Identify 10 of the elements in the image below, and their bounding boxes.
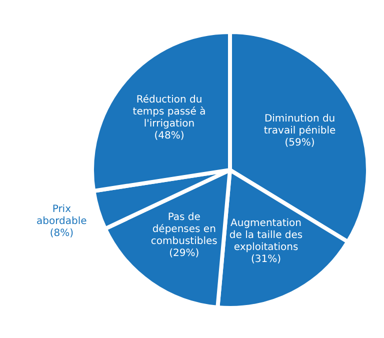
data-label: (31%) [251,254,282,266]
slice-label: Pas de dépenses en combustibles [150,212,218,248]
slice-label: Diminution du travail pénible [264,113,336,136]
slice-label: Réduction du temps passé à l'irrigation [132,94,206,130]
slice-label: Augmentation de la taille des exploitations [229,218,303,254]
data-label: (59%) [284,137,315,148]
slice-label: Prix abordable [36,204,87,227]
data-label: (8%) [50,228,74,239]
data-label: (29%) [169,248,200,260]
data-label: (48%) [154,130,184,142]
